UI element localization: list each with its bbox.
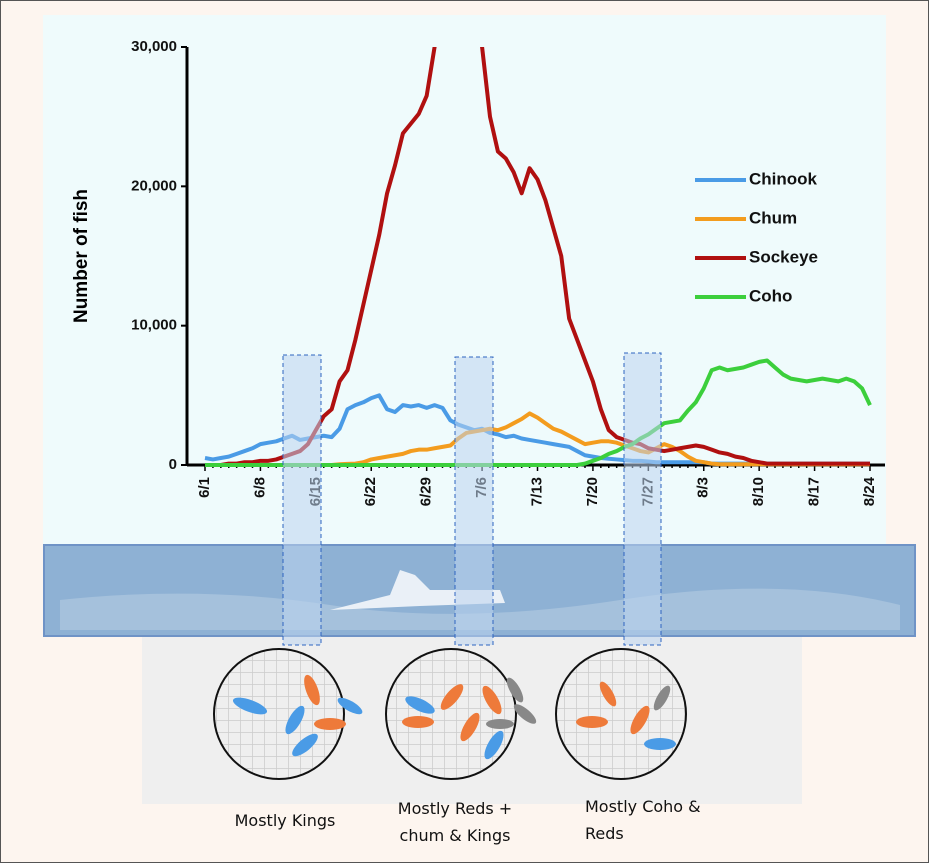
- x-tick-label: 8/24: [861, 476, 878, 506]
- caption: chum & Kings: [400, 826, 511, 845]
- legend-label: Chum: [749, 208, 797, 227]
- legend-label: Sockeye: [749, 247, 818, 266]
- sample-circle: [386, 649, 516, 779]
- chart: Mostly Kings Mostly Reds + chum & Kings …: [0, 0, 929, 863]
- x-tick-label: 8/10: [750, 477, 767, 506]
- x-tick-label: 6/8: [251, 477, 268, 498]
- highlight-window: [283, 355, 321, 645]
- x-tick-label: 7/20: [584, 477, 601, 506]
- highlight-window: [624, 353, 661, 645]
- x-tick-label: 7/13: [528, 477, 545, 506]
- caption: Mostly Reds +: [398, 799, 512, 818]
- x-tick-label: 8/3: [695, 477, 712, 498]
- y-tick-label: 10,000: [131, 317, 177, 334]
- legend-label: Coho: [749, 286, 792, 305]
- x-tick-label: 6/22: [362, 477, 379, 506]
- legend-label: Chinook: [749, 169, 818, 188]
- y-tick-label: 0: [169, 456, 177, 473]
- x-tick-label: 6/29: [418, 477, 435, 506]
- y-tick-label: 20,000: [131, 177, 177, 194]
- y-axis-label: Number of fish: [71, 189, 92, 323]
- caption: Mostly Kings: [235, 811, 336, 830]
- caption: Reds: [585, 824, 624, 843]
- y-tick-label: 30,000: [131, 38, 177, 55]
- highlight-window: [455, 357, 493, 645]
- sample-circle: [214, 649, 344, 779]
- sample-circle: [556, 649, 686, 779]
- caption: Mostly Coho &: [585, 797, 701, 816]
- x-tick-label: 8/17: [806, 477, 823, 506]
- x-tick-label: 6/1: [196, 477, 213, 498]
- sample-circles: [214, 649, 686, 779]
